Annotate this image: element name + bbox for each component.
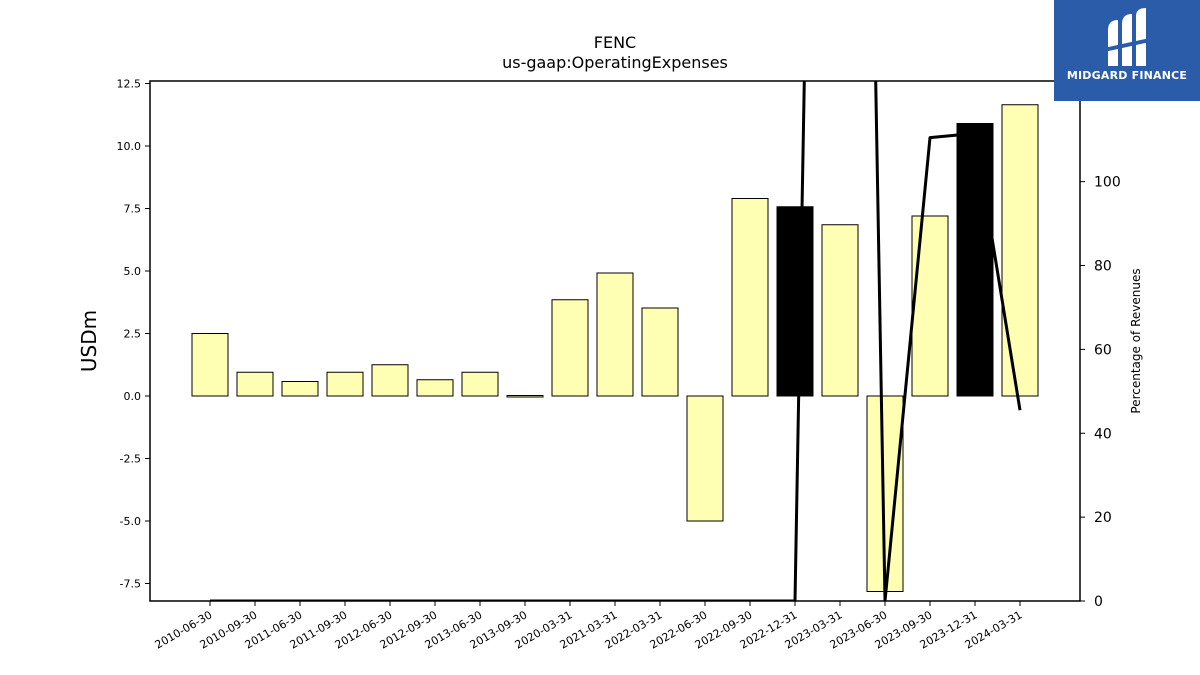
bar-2010-06-30	[191, 333, 229, 397]
bar-2021-03-31	[596, 272, 634, 397]
chart-subtitle: us-gaap:OperatingExpenses	[502, 53, 728, 72]
y-axis-label: USDm	[77, 310, 101, 372]
midgard-finance-logo: MIDGARD FINANCE	[1054, 0, 1200, 101]
chart-titles: FENC us-gaap:OperatingExpenses	[502, 33, 728, 72]
bar-2023-12-31	[956, 123, 994, 397]
midgard-logo-icon	[1104, 8, 1150, 66]
x-axis: 2010-06-302010-09-302011-06-302011-09-30…	[153, 601, 1025, 652]
bar-2022-09-30	[731, 198, 769, 397]
y2-axis-label: Percentage of Revenues	[1129, 268, 1143, 413]
bar-2013-09-30	[506, 395, 544, 398]
y2-tick-label: 40	[1094, 426, 1112, 442]
bar-2011-09-30	[326, 371, 364, 397]
y-tick-label: -5.0	[120, 515, 141, 528]
bar-2012-06-30	[371, 364, 409, 397]
y-tick-label: 10.0	[117, 140, 142, 153]
y2-tick-label: 60	[1094, 342, 1112, 358]
bar-2022-06-30	[686, 395, 724, 522]
y2-axis: 0 20 40 60 80 100	[1080, 175, 1121, 610]
bar-2023-09-30	[911, 215, 949, 397]
y-tick-label: 7.5	[124, 203, 142, 216]
y2-tick-label: 20	[1094, 510, 1112, 526]
y-tick-label: 2.5	[124, 328, 142, 341]
bar-2011-06-30	[281, 381, 319, 397]
y-axis: -7.5 -5.0 -2.5 0.0 2.5 5.0 7.5 10.0 12.5	[117, 78, 150, 591]
y2-tick-label: 80	[1094, 259, 1112, 275]
bar-2023-03-31	[821, 224, 859, 397]
y2-tick-label: 100	[1094, 175, 1121, 191]
brand-name: MIDGARD FINANCE	[1066, 69, 1188, 82]
y-tick-label: -2.5	[120, 453, 141, 466]
y-tick-label: 5.0	[124, 265, 142, 278]
bar-2022-12-31	[776, 206, 814, 397]
bar-series	[191, 104, 1039, 592]
bar-2010-09-30	[236, 371, 274, 397]
y2-tick-label: 0	[1094, 594, 1103, 610]
bar-2013-06-30	[461, 371, 499, 397]
y-tick-label: 12.5	[117, 78, 142, 91]
bar-2024-03-31	[1001, 104, 1039, 397]
bar-2022-03-31	[641, 307, 679, 397]
y-tick-label: -7.5	[120, 578, 141, 591]
bar-2020-03-31	[551, 299, 589, 397]
chart-title: FENC	[594, 33, 636, 52]
y-tick-label: 0.0	[124, 390, 142, 403]
bar-2012-09-30	[416, 379, 454, 397]
